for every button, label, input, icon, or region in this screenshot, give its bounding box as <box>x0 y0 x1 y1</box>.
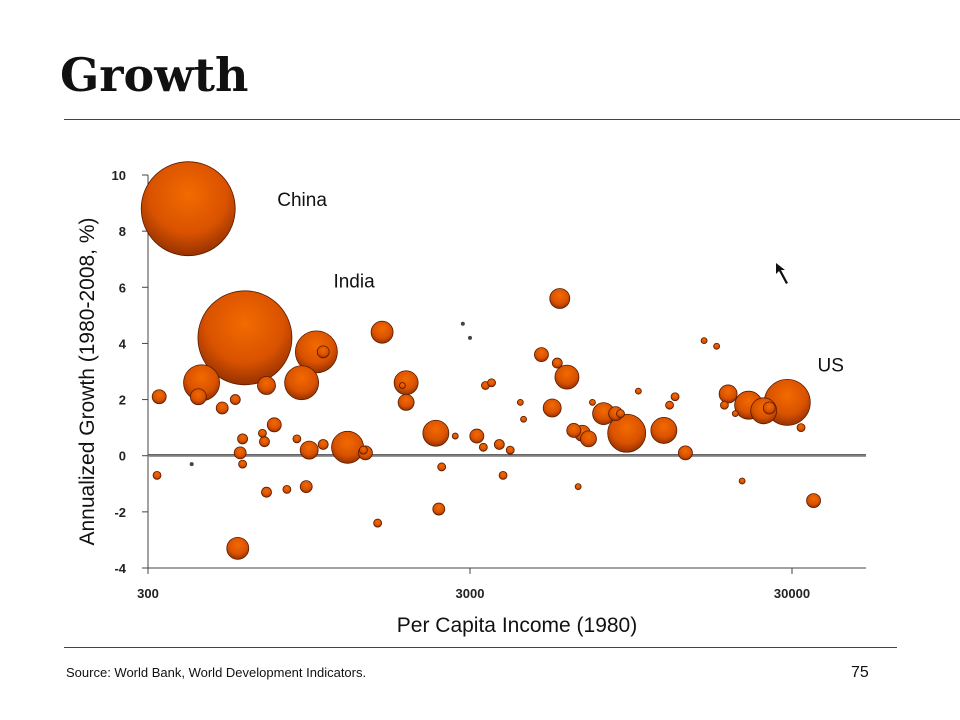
annotation-china: China <box>277 190 327 211</box>
data-point <box>258 428 267 438</box>
data-point <box>226 536 250 560</box>
data-point <box>151 389 167 405</box>
data-point <box>738 477 746 485</box>
slide-title: Growth <box>60 48 249 102</box>
y-tick-label: 4 <box>119 336 127 351</box>
data-point <box>549 288 571 309</box>
data-point <box>718 384 738 404</box>
data-point <box>589 398 596 406</box>
data-point <box>229 394 241 405</box>
data-point <box>580 430 597 448</box>
mouse-cursor-icon <box>776 263 788 284</box>
data-point <box>316 345 330 359</box>
data-point <box>719 400 729 410</box>
data-point <box>493 439 505 450</box>
data-point <box>451 432 459 440</box>
data-point <box>437 462 447 472</box>
data-point <box>796 423 806 433</box>
y-tick-label: -2 <box>114 505 126 520</box>
annotations: China India US <box>277 190 844 377</box>
y-axis-title: Annualized Growth (1980-2008, %) <box>76 217 99 545</box>
x-tick-label: 3000 <box>456 586 485 601</box>
y-tick-label: -4 <box>114 561 126 576</box>
data-point <box>520 415 527 423</box>
data-point <box>713 342 721 350</box>
data-point <box>393 370 419 396</box>
axes: -4 -2 0 2 4 6 8 10 300 3000 30000 Per Capita Income… <box>76 168 866 637</box>
data-point <box>432 502 446 516</box>
data-point <box>650 417 678 444</box>
data-point <box>284 365 320 401</box>
data-point <box>331 430 364 464</box>
data-point <box>373 518 383 528</box>
data-point <box>299 440 319 460</box>
data-point <box>616 409 625 419</box>
y-tick-label: 10 <box>112 168 126 183</box>
data-point <box>370 320 394 344</box>
y-tick-label: 2 <box>119 393 126 408</box>
data-point <box>398 382 406 389</box>
data-point <box>534 347 549 363</box>
data-point <box>505 445 515 455</box>
data-point <box>189 462 194 467</box>
data-point <box>294 330 338 374</box>
data-point <box>670 392 680 402</box>
data-point <box>478 442 488 452</box>
data-point <box>237 433 248 445</box>
data-point <box>292 434 302 444</box>
data-point <box>762 401 776 415</box>
page-number: 75 <box>851 664 869 681</box>
point-china <box>140 161 236 257</box>
data-point <box>516 398 524 406</box>
data-point <box>422 419 450 447</box>
data-point <box>317 439 329 450</box>
footer-divider <box>64 647 897 648</box>
data-point <box>215 401 229 415</box>
data-point <box>806 493 821 509</box>
x-tick-label: 300 <box>137 586 159 601</box>
data-point <box>397 393 415 411</box>
data-point <box>554 364 580 390</box>
data-point <box>282 484 292 494</box>
y-tick-label: 0 <box>119 449 126 464</box>
data-point <box>731 410 739 418</box>
data-point <box>152 470 162 480</box>
data-point <box>498 470 508 480</box>
source-note: Source: World Bank, World Development In… <box>66 665 367 680</box>
data-point <box>487 378 496 388</box>
data-point <box>359 445 368 455</box>
data-point <box>700 337 708 345</box>
data-points <box>140 161 821 560</box>
y-tick-label: 8 <box>119 224 126 239</box>
data-point <box>542 398 562 418</box>
data-point <box>665 400 674 410</box>
y-tick-label: 6 <box>119 280 126 295</box>
data-point <box>566 423 582 438</box>
x-tick-label: 30000 <box>774 586 810 601</box>
data-point <box>574 483 582 490</box>
annotation-india: India <box>333 271 375 292</box>
data-point <box>678 445 693 461</box>
data-point <box>634 387 642 395</box>
data-point <box>238 459 247 469</box>
data-point <box>266 417 282 433</box>
data-point <box>551 357 563 369</box>
data-point <box>259 436 270 448</box>
annotation-us: US <box>817 356 843 377</box>
data-point <box>607 413 647 453</box>
x-axis-title: Per Capita Income (1980) <box>397 614 637 637</box>
data-point <box>468 335 472 340</box>
title-divider <box>64 119 960 120</box>
data-point <box>299 480 313 493</box>
data-point <box>469 428 485 444</box>
data-point <box>257 376 276 395</box>
data-point <box>189 388 207 406</box>
data-point <box>233 446 247 460</box>
data-point <box>460 321 465 326</box>
point-india <box>197 290 293 386</box>
data-point <box>261 486 272 498</box>
